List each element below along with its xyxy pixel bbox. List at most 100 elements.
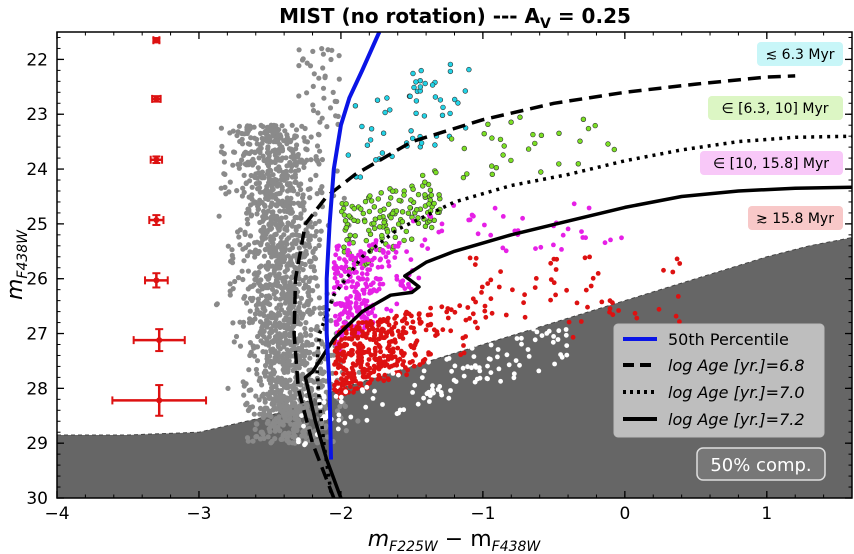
data-point-grey <box>263 129 269 135</box>
data-point-grey <box>336 76 342 82</box>
data-point-magenta <box>354 289 359 295</box>
y-tick-label: 28 <box>26 379 48 399</box>
data-point-magenta <box>422 237 428 243</box>
data-point-green <box>341 212 348 218</box>
data-point-grey <box>324 124 330 130</box>
data-point-white <box>564 343 570 348</box>
data-point-red <box>385 345 391 351</box>
data-point-red <box>406 311 412 317</box>
data-point-magenta <box>339 264 344 270</box>
data-point-grey <box>276 321 283 327</box>
data-point-grey <box>286 358 292 364</box>
data-point-green <box>556 161 562 167</box>
data-point-grey <box>297 332 303 338</box>
data-point-grey <box>256 201 262 207</box>
data-point-white <box>421 368 427 374</box>
data-point-magenta <box>332 275 338 281</box>
data-point-grey <box>231 339 237 345</box>
data-point-red <box>463 317 469 323</box>
data-point-magenta <box>488 232 494 238</box>
data-point-grey <box>283 155 289 161</box>
data-point-grey <box>268 440 274 446</box>
data-point-green <box>393 208 400 214</box>
data-point-red <box>407 360 413 365</box>
data-point-white <box>517 362 522 368</box>
data-point-grey <box>253 393 259 399</box>
data-point-white <box>559 354 565 360</box>
data-point-red <box>485 281 491 286</box>
data-point-white <box>564 352 570 358</box>
data-point-grey <box>283 224 290 230</box>
data-point-grey <box>251 353 258 359</box>
data-point-grey <box>254 371 260 377</box>
data-point-grey <box>292 264 298 271</box>
data-point-grey <box>236 123 242 129</box>
data-point-grey <box>280 356 286 362</box>
data-point-red <box>496 284 502 290</box>
data-point-green <box>489 171 495 178</box>
data-point-green <box>408 197 414 203</box>
data-point-grey <box>259 382 265 388</box>
data-point-grey <box>229 247 235 253</box>
data-point-grey <box>247 295 253 302</box>
data-point-white <box>563 332 569 338</box>
data-point-green <box>351 217 357 224</box>
data-point-white <box>469 365 474 371</box>
data-point-grey <box>237 343 244 349</box>
data-point-red <box>532 285 538 290</box>
data-point-green <box>431 200 437 207</box>
data-point-grey <box>270 209 276 215</box>
data-point-grey <box>268 168 274 174</box>
data-point-magenta <box>586 205 592 211</box>
data-point-grey <box>307 355 313 361</box>
legend-label-dotted: log Age [yr.]=7.0 <box>668 383 805 402</box>
data-point-magenta <box>404 249 409 255</box>
data-point-white <box>363 404 369 410</box>
data-point-magenta <box>388 308 394 314</box>
data-point-grey <box>281 365 287 371</box>
data-point-red <box>533 276 539 281</box>
error-bars <box>111 36 208 417</box>
data-point-red <box>371 367 377 373</box>
data-point-white <box>364 417 370 423</box>
data-point-magenta <box>482 222 487 228</box>
data-point-red <box>358 364 364 370</box>
data-point-grey <box>289 174 295 180</box>
data-point-red <box>400 330 406 336</box>
data-point-magenta <box>380 281 386 287</box>
data-point-grey <box>288 146 294 152</box>
data-point-red <box>367 337 373 342</box>
data-point-white <box>322 415 328 421</box>
data-point-magenta <box>358 249 364 254</box>
data-point-green <box>339 208 345 215</box>
data-point-grey <box>275 225 281 231</box>
scatter-points <box>213 46 683 448</box>
data-point-red <box>583 287 589 293</box>
data-point-grey <box>273 383 279 389</box>
age-label-1: ∈ [6.3, 10] Myr <box>708 96 843 120</box>
svg-text:≲ 6.3 Myr: ≲ 6.3 Myr <box>765 47 834 63</box>
data-point-grey <box>244 130 250 137</box>
data-point-grey <box>254 248 260 254</box>
data-point-white <box>551 334 556 339</box>
data-point-green <box>422 223 429 230</box>
data-point-white <box>460 365 466 371</box>
data-point-grey <box>289 274 295 280</box>
data-point-red <box>578 319 584 324</box>
data-point-grey <box>261 214 267 220</box>
data-point-grey <box>302 138 308 144</box>
data-point-grey <box>280 361 286 367</box>
data-point-grey <box>300 56 306 62</box>
data-point-white <box>476 365 482 370</box>
data-point-red <box>522 292 527 298</box>
data-point-red <box>498 269 503 274</box>
data-point-green <box>580 116 587 123</box>
data-point-grey <box>270 389 276 395</box>
data-point-green <box>532 140 538 147</box>
data-point-grey <box>292 387 298 393</box>
data-point-grey <box>218 125 224 131</box>
data-point-red <box>344 381 349 386</box>
data-point-green <box>448 136 455 142</box>
data-point-red <box>397 356 403 362</box>
data-point-grey <box>296 63 302 69</box>
